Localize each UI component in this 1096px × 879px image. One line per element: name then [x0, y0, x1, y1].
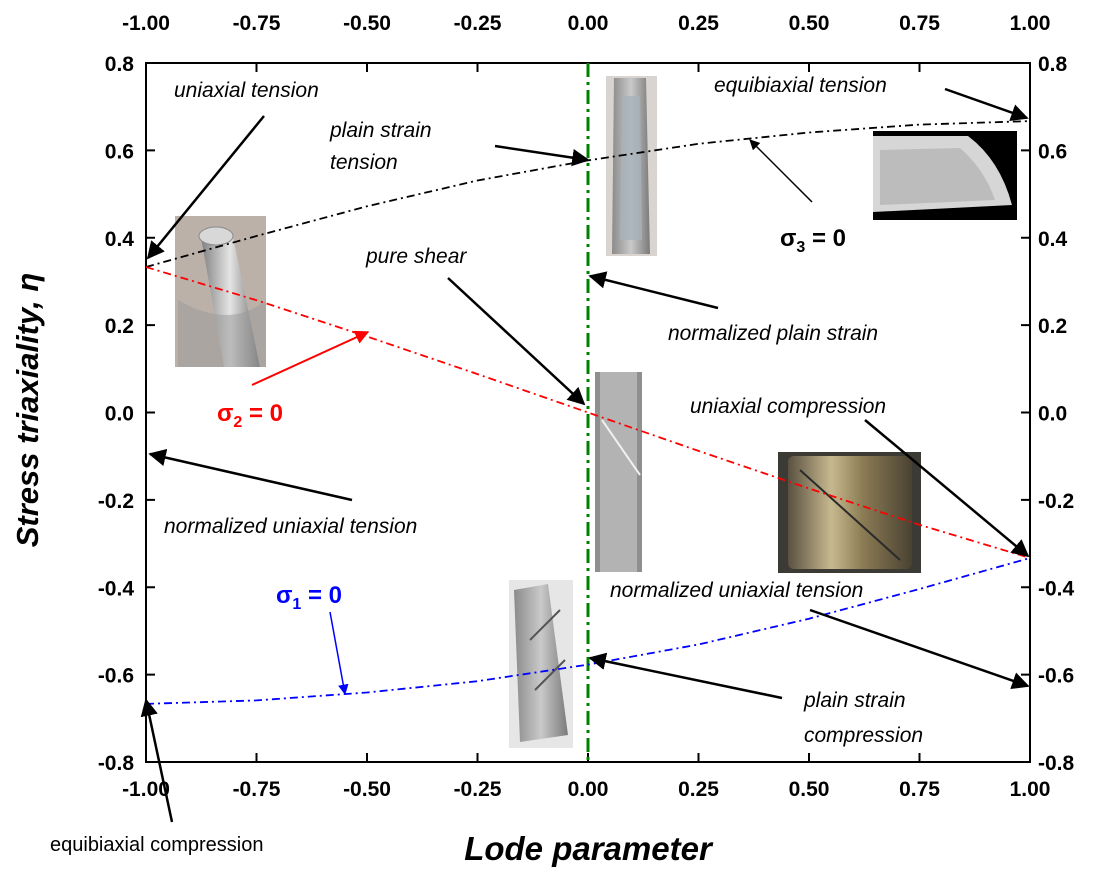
y-tick-label-left: 0.0	[105, 403, 134, 426]
x-tick-label-bottom: 0.75	[899, 778, 940, 801]
label-normalized-plain-strain: normalized plain strain	[668, 322, 878, 345]
arrow-normalized-uniaxial-tension-right	[809, 608, 1030, 690]
specimen-photo-plain-strain-compression	[509, 580, 573, 748]
x-tick-label-bottom: 0.50	[789, 778, 830, 801]
x-axis-title: Lode parameter	[464, 830, 714, 867]
y-axis-title: Stress triaxiality, η	[10, 273, 45, 548]
specimen-photo-plain-strain-tension	[606, 76, 657, 256]
y-tick-label-right: -0.6	[1038, 665, 1074, 688]
x-tick-label-bottom: -1.00	[122, 778, 170, 801]
label-uniaxial-compression: uniaxial compression	[690, 395, 886, 418]
specimen-photo-uniaxial-compression	[778, 452, 921, 573]
x-tick-label-top: 0.25	[678, 12, 719, 35]
x-tick-label-top: 0.75	[899, 12, 940, 35]
specimen-photo-fracture-surface	[873, 131, 1017, 220]
y-tick-label-left: -0.6	[98, 665, 134, 688]
arrow-plain-strain-compression	[588, 652, 783, 700]
arrow-uniaxial-compression	[864, 419, 1030, 558]
x-tick-label-bottom: -0.50	[343, 778, 391, 801]
x-tick-label-top: 1.00	[1010, 12, 1051, 35]
y-tick-label-right: 0.6	[1038, 140, 1067, 163]
y-tick-label-left: -0.2	[98, 490, 134, 513]
x-tick-label-top: -0.75	[233, 12, 281, 35]
arrow-sigma3	[749, 139, 813, 203]
y-tick-label-right: 0.0	[1038, 403, 1067, 426]
y-tick-label-right: 0.2	[1038, 315, 1067, 338]
y-tick-label-right: -0.4	[1038, 577, 1075, 600]
annotation-arrows	[140, 87, 1030, 823]
x-tick-label-bottom: 0.00	[568, 778, 609, 801]
annotation-labels: uniaxial tension plain strain tension eq…	[50, 74, 923, 856]
y-tick-label-right: 0.4	[1038, 228, 1068, 251]
y-tick-label-right: -0.2	[1038, 490, 1074, 513]
x-tick-label-top: 0.00	[568, 12, 609, 35]
label-plain-strain-tension-line1: plain strain	[329, 119, 432, 142]
x-tick-label-top: -0.50	[343, 12, 391, 35]
label-plain-strain-compression-line2: compression	[804, 724, 923, 747]
y-tick-label-left: 0.8	[105, 53, 135, 76]
series-label-sigma2: σ2 = 0	[217, 400, 283, 431]
x-tick-label-bottom: -0.25	[454, 778, 502, 801]
arrow-equibiaxial-tension	[944, 87, 1029, 121]
x-tick-label-bottom: -0.75	[233, 778, 281, 801]
x-tick-label-bottom: 0.25	[678, 778, 719, 801]
y-tick-label-left: 0.6	[105, 140, 134, 163]
series-line-3	[145, 557, 1031, 705]
y-tick-label-left: 0.2	[105, 315, 134, 338]
arrow-equibiaxial-compression	[140, 698, 174, 823]
arrow-sigma2	[251, 330, 370, 386]
label-uniaxial-tension: uniaxial tension	[174, 79, 319, 102]
arrow-uniaxial-tension	[146, 115, 265, 260]
arrow-pure-shear	[447, 277, 586, 406]
axis-ticks: -1.00 -1.00 -0.75 -0.75 -0.50 -0.50 -0.25 -0.25…	[98, 12, 1075, 801]
arrow-sigma1	[329, 611, 349, 696]
label-normalized-uniaxial-tension-left: normalized uniaxial tension	[164, 515, 417, 538]
label-equibiaxial-compression: equibiaxial compression	[50, 834, 263, 856]
arrow-plain-strain-tension	[494, 144, 590, 167]
y-tick-label-left: 0.4	[105, 228, 135, 251]
x-tick-label-top: 0.50	[789, 12, 830, 35]
specimen-photo-uniaxial-tension	[175, 216, 266, 367]
label-pure-shear: pure shear	[365, 245, 467, 268]
specimen-photo-pure-shear	[595, 372, 642, 572]
y-tick-label-left: -0.4	[98, 577, 135, 600]
arrow-normalized-uniaxial-tension-left	[148, 448, 353, 502]
series-line-2	[145, 266, 1031, 559]
x-tick-label-bottom: 1.00	[1010, 778, 1051, 801]
label-plain-strain-compression-line1: plain strain	[803, 689, 906, 712]
arrow-normalized-plain-strain	[588, 271, 719, 310]
y-tick-label-right: 0.8	[1038, 53, 1068, 76]
label-plain-strain-tension-line2: tension	[330, 151, 398, 174]
series-label-sigma1: σ1 = 0	[276, 582, 342, 613]
y-tick-label-left: -0.8	[98, 752, 135, 775]
label-equibiaxial-tension: equibiaxial tension	[714, 74, 887, 97]
x-tick-label-top: -0.25	[454, 12, 502, 35]
y-tick-label-right: -0.8	[1038, 752, 1075, 775]
series-label-sigma3: σ3 = 0	[780, 225, 846, 256]
x-tick-label-top: -1.00	[122, 12, 170, 35]
label-normalized-uniaxial-tension-right: normalized uniaxial tension	[610, 579, 863, 602]
